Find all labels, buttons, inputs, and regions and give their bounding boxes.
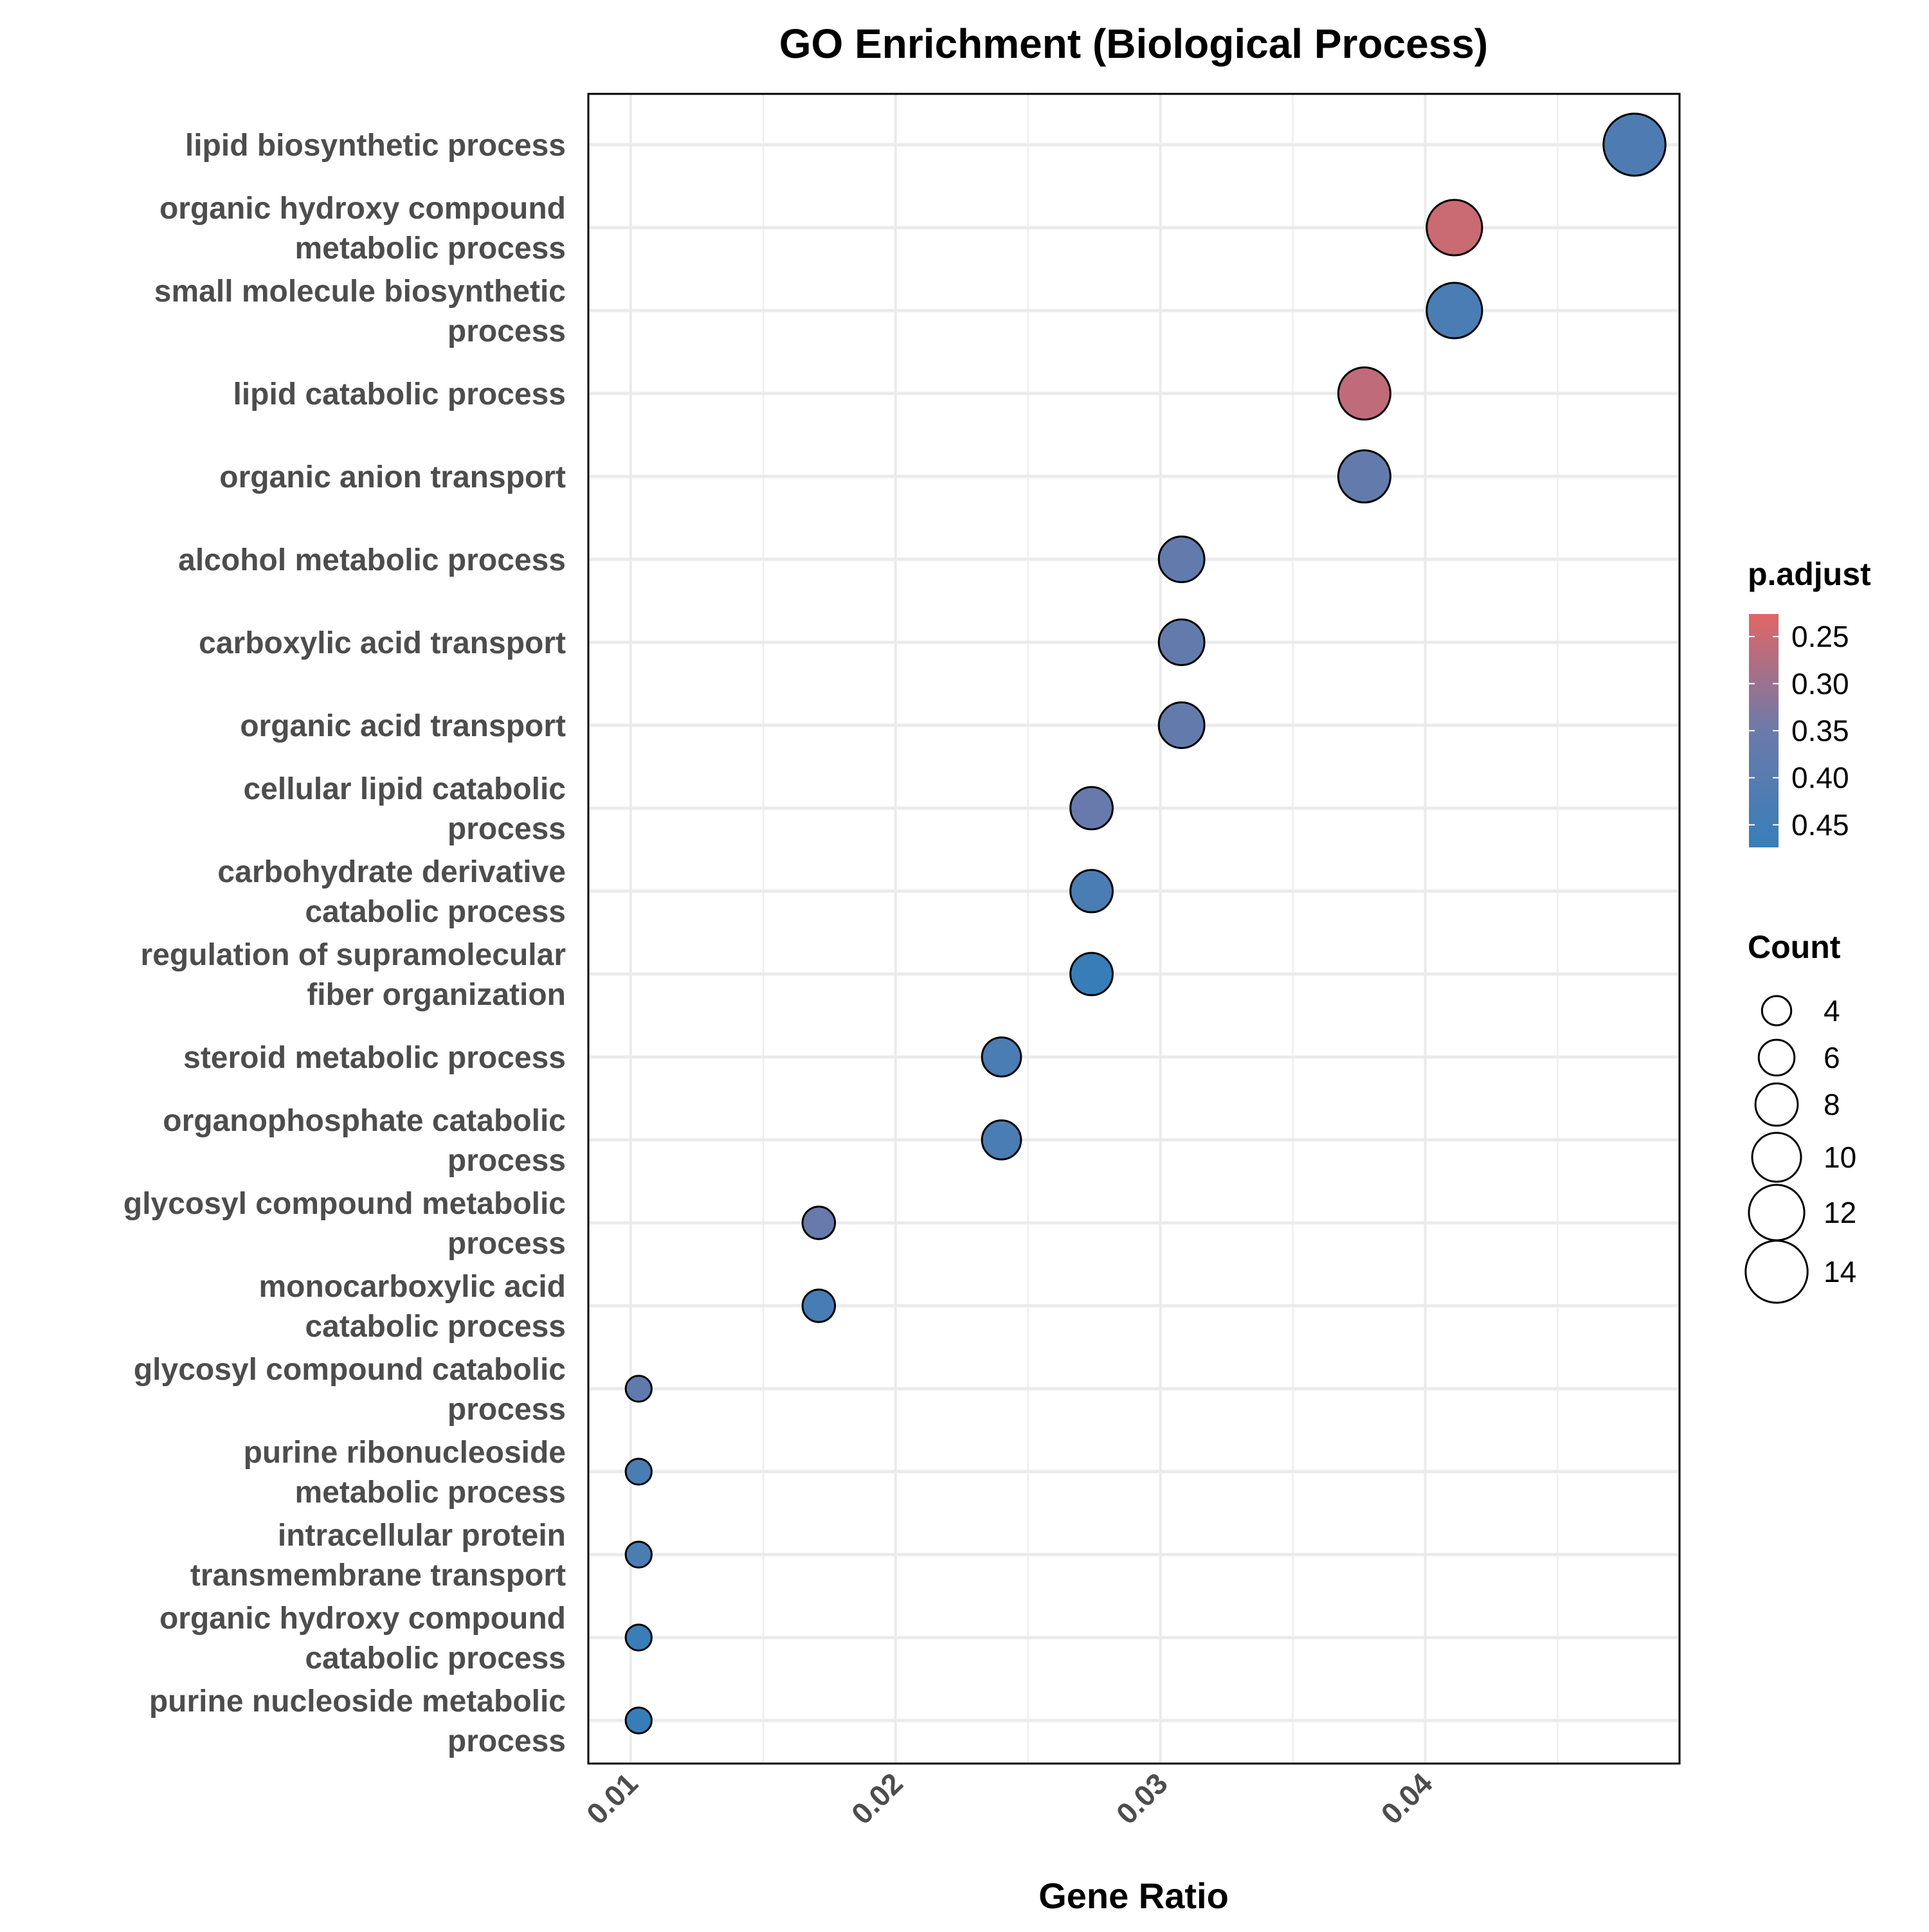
data-points bbox=[624, 113, 1667, 1735]
y-tick-label: small molecule biosynthetic process bbox=[154, 275, 566, 348]
y-tick-label: lipid biosynthetic process bbox=[185, 129, 566, 163]
count-legend-label: 4 bbox=[1824, 994, 1840, 1027]
y-tick-label: alcohol metabolic process bbox=[178, 543, 566, 577]
x-tick-label: 0.02 bbox=[845, 1766, 909, 1830]
count-legend-circle bbox=[1748, 1184, 1806, 1241]
x-axis-label: Gene Ratio bbox=[1038, 1875, 1229, 1916]
data-point bbox=[1426, 282, 1483, 339]
p-adjust-legend-title: p.adjust bbox=[1748, 556, 1871, 592]
count-legend-label: 10 bbox=[1824, 1141, 1856, 1174]
p-adjust-legend: p.adjust 0.25 0.30 0.35 0.40 0.45 bbox=[1748, 556, 1871, 847]
plot-panel-border bbox=[587, 93, 1681, 1765]
x-tick-label: 0.01 bbox=[580, 1766, 644, 1830]
data-point bbox=[624, 1540, 653, 1569]
y-tick-label: purine nucleoside metabolic process bbox=[149, 1684, 566, 1758]
data-point bbox=[801, 1205, 837, 1240]
y-tick-label: organic hydroxy compound catabolic proces… bbox=[159, 1602, 566, 1675]
data-point bbox=[1157, 701, 1206, 749]
data-point bbox=[801, 1288, 837, 1323]
data-point bbox=[1337, 449, 1391, 504]
count-legend-circle bbox=[1757, 1038, 1796, 1077]
y-tick-label: carbohydrate derivative catabolic process bbox=[217, 855, 566, 929]
count-legend-circle bbox=[1754, 1082, 1799, 1127]
data-point bbox=[624, 1458, 653, 1486]
data-point bbox=[981, 1119, 1022, 1160]
y-tick-label: carboxylic acid transport bbox=[199, 626, 566, 660]
x-tick-label: 0.03 bbox=[1110, 1766, 1174, 1830]
data-point bbox=[1157, 618, 1206, 666]
data-point bbox=[1069, 869, 1114, 914]
colorbar-tick-label: 0.45 bbox=[1791, 808, 1849, 842]
chart-title: GO Enrichment (Biological Process) bbox=[779, 21, 1488, 67]
data-point bbox=[1337, 366, 1391, 421]
count-legend-label: 14 bbox=[1824, 1255, 1856, 1288]
data-point bbox=[624, 1375, 653, 1403]
y-axis-tick-labels: lipid biosynthetic process organic hydrox… bbox=[123, 129, 566, 1758]
count-legend-label: 6 bbox=[1824, 1041, 1840, 1074]
y-tick-label: purine ribonucleoside metabolic process bbox=[244, 1436, 566, 1510]
colorbar-tick-label: 0.35 bbox=[1791, 714, 1849, 748]
count-legend-title: Count bbox=[1748, 929, 1841, 965]
grid-lines bbox=[588, 94, 1680, 1764]
y-tick-label: organic acid transport bbox=[240, 709, 566, 743]
count-legend: Count 4 6 8 10 12 14 bbox=[1744, 929, 1856, 1304]
data-point bbox=[1426, 199, 1483, 257]
y-tick-label: intracellular protein transmembrane trans… bbox=[190, 1519, 566, 1593]
data-point bbox=[1069, 952, 1114, 997]
x-tick-label: 0.04 bbox=[1375, 1766, 1439, 1830]
y-tick-label: cellular lipid catabolic process bbox=[244, 772, 566, 846]
data-point bbox=[1069, 786, 1114, 831]
y-tick-label: organophosphate catabolic process bbox=[163, 1104, 566, 1178]
y-tick-label: organic hydroxy compound metabolic proces… bbox=[159, 192, 566, 266]
data-point bbox=[1602, 113, 1667, 177]
y-tick-label: glycosyl compound metabolic process bbox=[123, 1187, 566, 1261]
count-legend-circle bbox=[1744, 1240, 1809, 1304]
y-tick-label: organic anion transport bbox=[219, 460, 566, 494]
colorbar-tick-label: 0.30 bbox=[1791, 667, 1849, 700]
y-tick-label: glycosyl compound catabolic process bbox=[134, 1353, 566, 1427]
data-point bbox=[1157, 536, 1206, 583]
y-tick-label: steroid metabolic process bbox=[183, 1041, 566, 1075]
y-tick-label: lipid catabolic process bbox=[233, 377, 566, 411]
count-legend-circle bbox=[1761, 995, 1793, 1027]
count-legend-circle bbox=[1751, 1132, 1802, 1183]
y-tick-label: regulation of supramolecular fiber organi… bbox=[141, 938, 566, 1012]
colorbar-tick-label: 0.25 bbox=[1791, 620, 1849, 653]
data-point bbox=[981, 1036, 1022, 1078]
data-point bbox=[624, 1623, 653, 1652]
colorbar-tick-label: 0.40 bbox=[1791, 761, 1849, 795]
x-axis-tick-labels: 0.01 0.02 0.03 0.04 bbox=[580, 1766, 1439, 1830]
data-point bbox=[624, 1706, 653, 1735]
count-legend-label: 12 bbox=[1824, 1196, 1856, 1229]
y-tick-label: monocarboxylic acid catabolic process bbox=[259, 1270, 566, 1344]
count-legend-label: 8 bbox=[1824, 1088, 1840, 1121]
